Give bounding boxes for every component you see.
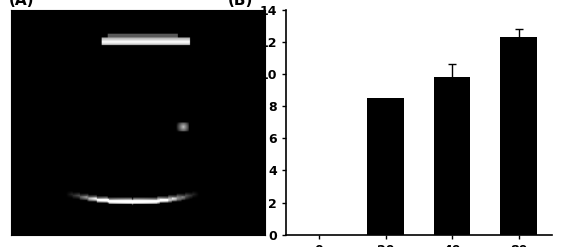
Text: (A): (A) [8, 0, 34, 8]
Bar [434, 77, 470, 235]
Bar [367, 98, 404, 235]
Bar [500, 37, 537, 235]
Text: (B): (B) [227, 0, 253, 8]
Y-axis label: Inhibition zone diameter
(mm): Inhibition zone diameter (mm) [227, 41, 255, 204]
